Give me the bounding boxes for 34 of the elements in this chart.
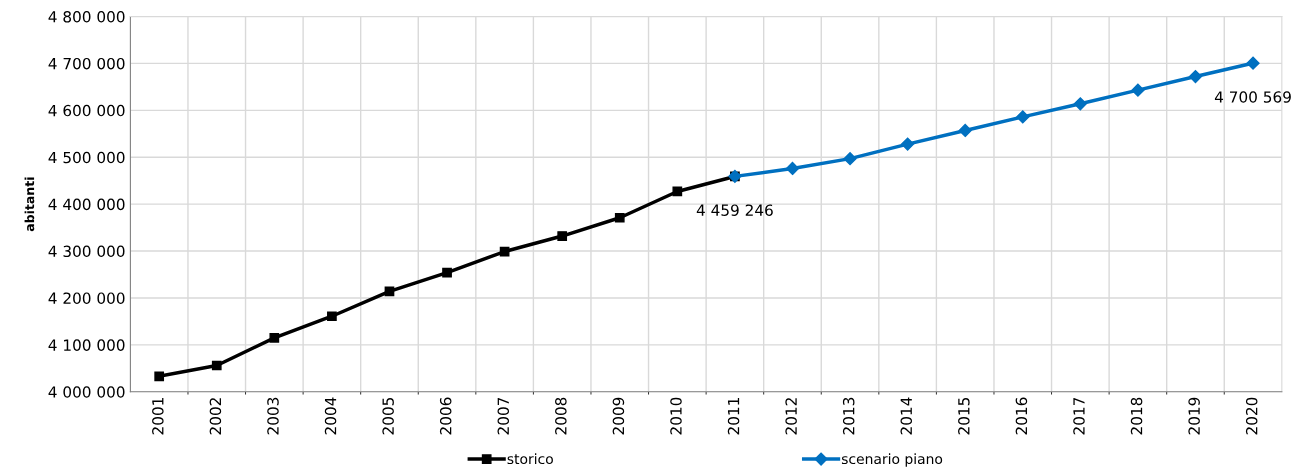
y-tick-label: 4 000 000 xyxy=(48,386,125,398)
x-tick-label: 2012 xyxy=(785,398,797,435)
x-tick-label: 2006 xyxy=(439,397,452,435)
y-tick-label: 4 600 000 xyxy=(48,104,125,117)
x-tick-label: 2001 xyxy=(152,398,164,435)
x-tick-label: 2007 xyxy=(497,397,510,435)
x-tick-label: 2004 xyxy=(324,397,337,435)
y-tick-label: 4 100 000 xyxy=(48,339,125,351)
legend-label: scenario piano xyxy=(841,453,943,467)
x-tick-label: 2015 xyxy=(958,397,970,435)
x-tick-label: 2016 xyxy=(1015,397,1028,435)
y-tick-label: 4 400 000 xyxy=(48,198,125,211)
x-tick-label: 2017 xyxy=(1073,397,1085,435)
y-tick-label: 4 300 000 xyxy=(48,245,125,258)
data-label: 4 459 246 xyxy=(696,204,773,216)
x-tick-label: 2009 xyxy=(612,397,625,435)
x-tick-label: 2010 xyxy=(670,397,682,435)
y-tick-label: 4 200 000 xyxy=(48,292,125,304)
y-tick-label: 4 800 000 xyxy=(48,10,125,23)
x-tick-label: 2002 xyxy=(209,398,222,435)
x-tick-label: 2005 xyxy=(382,397,394,435)
y-tick-label: 4 700 000 xyxy=(48,57,125,70)
x-tick-label: 2014 xyxy=(900,397,913,435)
y-axis-title: abitanti xyxy=(24,177,35,232)
x-tick-label: 2003 xyxy=(267,397,279,435)
x-tick-label: 2020 xyxy=(1245,397,1258,435)
x-tick-label: 2018 xyxy=(1130,397,1143,435)
x-tick-label: 2011 xyxy=(727,398,740,435)
x-tick-label: 2013 xyxy=(842,397,855,435)
data-label: 4 700 569 xyxy=(1214,91,1291,103)
x-tick-label: 2008 xyxy=(555,397,567,435)
x-tick-label: 2019 xyxy=(1188,397,1200,435)
y-tick-label: 4 500 000 xyxy=(48,151,125,164)
legend-label: storico xyxy=(507,453,553,465)
